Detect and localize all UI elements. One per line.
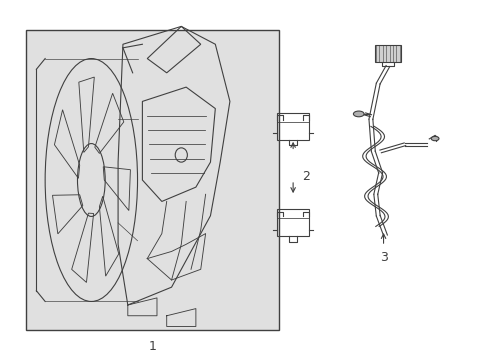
- Text: 3: 3: [379, 251, 386, 265]
- Text: 2: 2: [301, 170, 309, 183]
- Text: 1: 1: [148, 339, 156, 352]
- Bar: [374, 45, 401, 62]
- Ellipse shape: [430, 136, 438, 141]
- Ellipse shape: [353, 111, 364, 117]
- Bar: [26, 30, 278, 330]
- Bar: [277, 210, 308, 236]
- Bar: [277, 113, 308, 140]
